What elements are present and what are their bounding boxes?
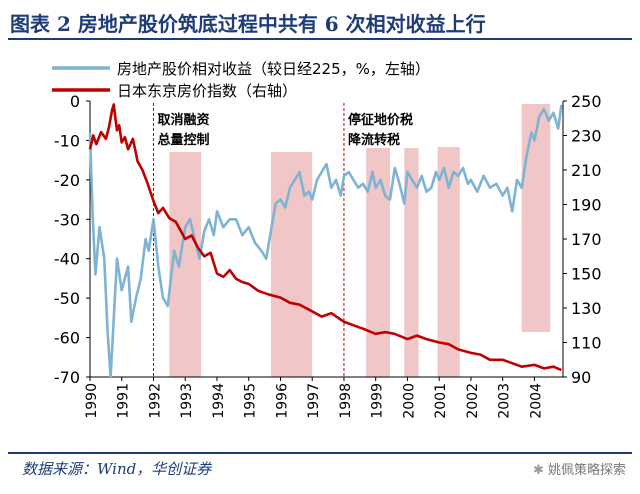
right-tick-label: 250 <box>571 92 602 111</box>
watermark: ✱ 姚佩策略探索 <box>533 459 626 478</box>
right-tick-label: 90 <box>571 368 591 387</box>
relative-return-line <box>88 104 563 379</box>
source-note: 数据来源：Wind，华创证券 <box>22 460 212 478</box>
left-tick-label: -70 <box>54 368 80 387</box>
x-tick-label: 2001 <box>433 383 449 419</box>
left-tick-label: -40 <box>54 250 80 269</box>
legend-label: 日本东京房价指数（右轴） <box>117 82 297 100</box>
watermark-text: 姚佩策略探索 <box>547 463 626 478</box>
left-tick-label: -10 <box>54 131 80 150</box>
x-tick-label: 1994 <box>211 383 227 419</box>
shaded-period <box>521 104 551 332</box>
shaded-period <box>404 148 419 377</box>
title-rule <box>8 38 632 40</box>
left-tick-label: -20 <box>54 171 80 190</box>
shaded-period <box>169 152 202 377</box>
x-tick-label: 1999 <box>370 383 386 419</box>
x-tick-label: 1998 <box>338 383 354 419</box>
tokyo-land-price-line <box>88 103 562 372</box>
x-tick-label: 1997 <box>306 383 322 419</box>
event-marker-label: 停征地价税 <box>348 112 413 128</box>
shaded-period <box>270 152 313 377</box>
left-tick-label: -30 <box>54 210 80 229</box>
x-tick-label: 1992 <box>147 383 163 419</box>
right-tick-label: 190 <box>571 196 602 215</box>
x-tick-label: 2000 <box>401 383 417 419</box>
event-marker-label: 降流转税 <box>348 132 400 148</box>
right-tick-label: 130 <box>571 299 602 318</box>
right-tick-label: 170 <box>571 230 602 249</box>
legend-label: 房地产股价相对收益（较日经225，%，左轴） <box>117 60 430 78</box>
event-marker-label: 取消融资 <box>157 112 209 128</box>
event-marker-label: 总量控制 <box>157 132 209 148</box>
chart: 0 -10 -20 -30 -40 -50 -60 -70 250 230 210 190 170 150… <box>52 60 602 419</box>
x-tick-label: 1995 <box>243 383 259 419</box>
x-tick-label: 2003 <box>497 383 513 419</box>
x-tick-label: 1996 <box>274 383 290 419</box>
left-tick-label: -50 <box>54 289 80 308</box>
shaded-period <box>366 148 390 377</box>
left-tick-label: 0 <box>70 92 80 111</box>
shaded-period <box>437 147 460 377</box>
left-tick-label: -60 <box>54 329 80 348</box>
x-tick-label: 1993 <box>179 383 195 419</box>
right-tick-label: 210 <box>571 161 602 180</box>
x-tick-label: 2002 <box>465 383 481 419</box>
right-tick-label: 150 <box>571 265 602 284</box>
right-tick-label: 230 <box>571 127 602 146</box>
wechat-icon: ✱ <box>532 463 548 478</box>
footer-rule <box>8 452 632 454</box>
x-tick-label: 1991 <box>116 383 132 419</box>
x-tick-label: 1990 <box>84 383 100 419</box>
figure-title: 图表 2 房地产股价筑底过程中共有 6 次相对收益上行 <box>10 12 486 36</box>
right-tick-label: 110 <box>571 334 602 353</box>
x-tick-label: 2004 <box>528 383 544 419</box>
